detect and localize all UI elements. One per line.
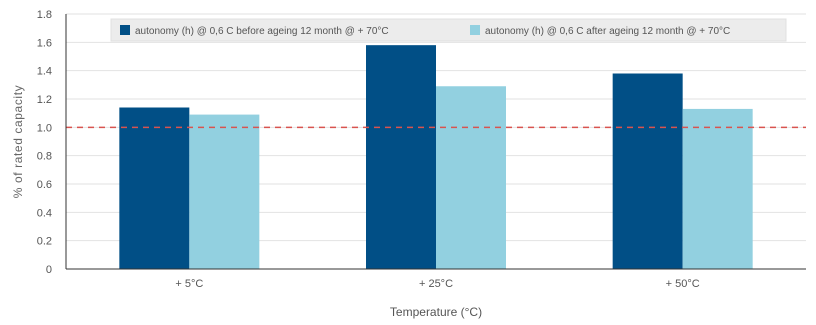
y-tick-label: 0.6 [37, 179, 52, 191]
bar-after-ageing [189, 114, 260, 269]
y-tick-label: 1.2 [37, 94, 52, 106]
y-tick-label: 0 [46, 264, 52, 276]
legend-swatch [470, 25, 480, 35]
legend-swatch [120, 25, 130, 35]
x-tick-label: + 50°C [666, 278, 700, 290]
x-tick-label: + 25°C [419, 278, 453, 290]
bar-after-ageing [436, 86, 506, 269]
legend: autonomy (h) @ 0,6 C before ageing 12 mo… [110, 18, 787, 42]
legend-label: autonomy (h) @ 0,6 C after ageing 12 mon… [485, 26, 730, 37]
legend-box [110, 18, 787, 42]
tick-labels: 0 0.2 0.4 0.6 0.8 1.0 1.2 1.4 1.6 1.8 + 5°C + 25°C +… [37, 9, 700, 290]
axes [65, 14, 806, 270]
y-tick-label: 1.8 [37, 9, 52, 21]
y-tick-label: 0.2 [37, 236, 52, 248]
bars [119, 45, 753, 270]
x-tick-label: + 5°C [175, 278, 203, 290]
bar-before-ageing [612, 73, 683, 269]
y-tick-label: 1.0 [37, 122, 52, 134]
bar-before-ageing [119, 107, 190, 269]
bar-after-ageing [682, 108, 753, 270]
y-tick-label: 1.4 [37, 66, 52, 78]
y-tick-label: 0.8 [37, 151, 52, 163]
legend-label: autonomy (h) @ 0,6 C before ageing 12 mo… [135, 26, 389, 37]
y-axis-label: % of rated capacity [11, 85, 25, 198]
bar-before-ageing [366, 45, 436, 269]
x-axis-label: Temperature (°C) [390, 305, 482, 319]
y-tick-label: 1.6 [37, 37, 52, 49]
y-tick-label: 0.4 [37, 207, 52, 219]
